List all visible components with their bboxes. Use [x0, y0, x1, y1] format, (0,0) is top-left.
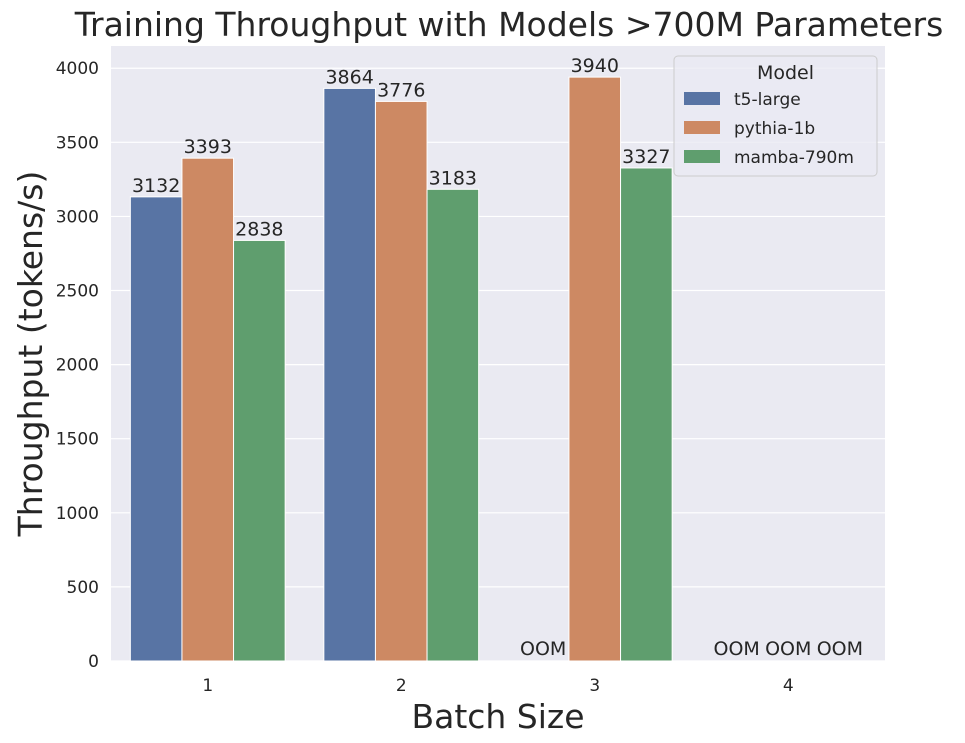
legend-label-mamba-790m: mamba-790m	[734, 148, 854, 168]
bar-mamba-790m	[620, 167, 673, 662]
legend-swatch-t5-large	[684, 92, 720, 105]
bar-pythia-1b	[181, 157, 235, 662]
data-label: 3183	[429, 167, 477, 189]
data-label: 3132	[132, 175, 180, 197]
legend-title: Model	[757, 62, 814, 84]
data-label: OOM	[520, 638, 566, 660]
legend-items: t5-large pythia-1b mamba-790m	[684, 90, 854, 168]
data-label: 3776	[377, 79, 425, 101]
y-tick-label: 1000	[56, 504, 99, 524]
y-tick-label: 2500	[56, 282, 99, 302]
legend-swatch-pythia-1b	[684, 121, 720, 134]
y-tick-label: 4000	[56, 59, 99, 79]
chart-title: Training Throughput with Models >700M Pa…	[74, 5, 944, 44]
y-tick-label: 500	[67, 578, 99, 598]
y-axis-label: Throughput (tokens/s)	[11, 171, 50, 538]
bar-t5-large	[129, 196, 183, 662]
data-label: 3393	[184, 136, 232, 158]
data-label: OOM	[817, 638, 863, 660]
data-label: OOM	[713, 638, 759, 660]
y-tick-label: 1500	[56, 430, 99, 450]
legend-label-t5-large: t5-large	[734, 90, 801, 110]
y-axis-ticks: 0 500 1000 1500 2000 2500 3000 3500 4000	[56, 59, 99, 672]
x-tick-label: 2	[396, 676, 407, 696]
data-label: 3327	[622, 146, 670, 168]
bar-mamba-790m	[233, 239, 286, 662]
x-tick-label: 1	[202, 676, 213, 696]
bar-pythia-1b	[374, 100, 428, 662]
legend-box	[673, 55, 878, 177]
y-tick-label: 0	[88, 652, 99, 672]
y-tick-label: 3000	[56, 207, 99, 227]
data-label: 3940	[571, 55, 619, 77]
data-label: OOM	[765, 638, 811, 660]
x-axis-ticks: 1 2 3 4	[202, 676, 793, 696]
legend-label-pythia-1b: pythia-1b	[734, 119, 815, 139]
bar-t5-large	[323, 87, 376, 662]
y-tick-label: 3500	[56, 133, 99, 153]
bar-mamba-790m	[426, 188, 480, 662]
x-tick-label: 4	[783, 676, 794, 696]
bar-pythia-1b	[568, 76, 622, 662]
y-tick-label: 2000	[56, 356, 99, 376]
legend-swatch-mamba-790m	[684, 150, 720, 163]
x-tick-label: 3	[589, 676, 600, 696]
x-axis-label: Batch Size	[411, 697, 584, 736]
data-label: 2838	[235, 218, 283, 240]
data-labels: 3132 3864 OOM OOM 3393 3776 3940 OOM 2838 3183 332…	[132, 55, 863, 660]
legend: Model t5-large pythia-1b mamba-790m	[673, 55, 878, 177]
data-label: 3864	[325, 66, 373, 88]
bars	[129, 76, 673, 662]
